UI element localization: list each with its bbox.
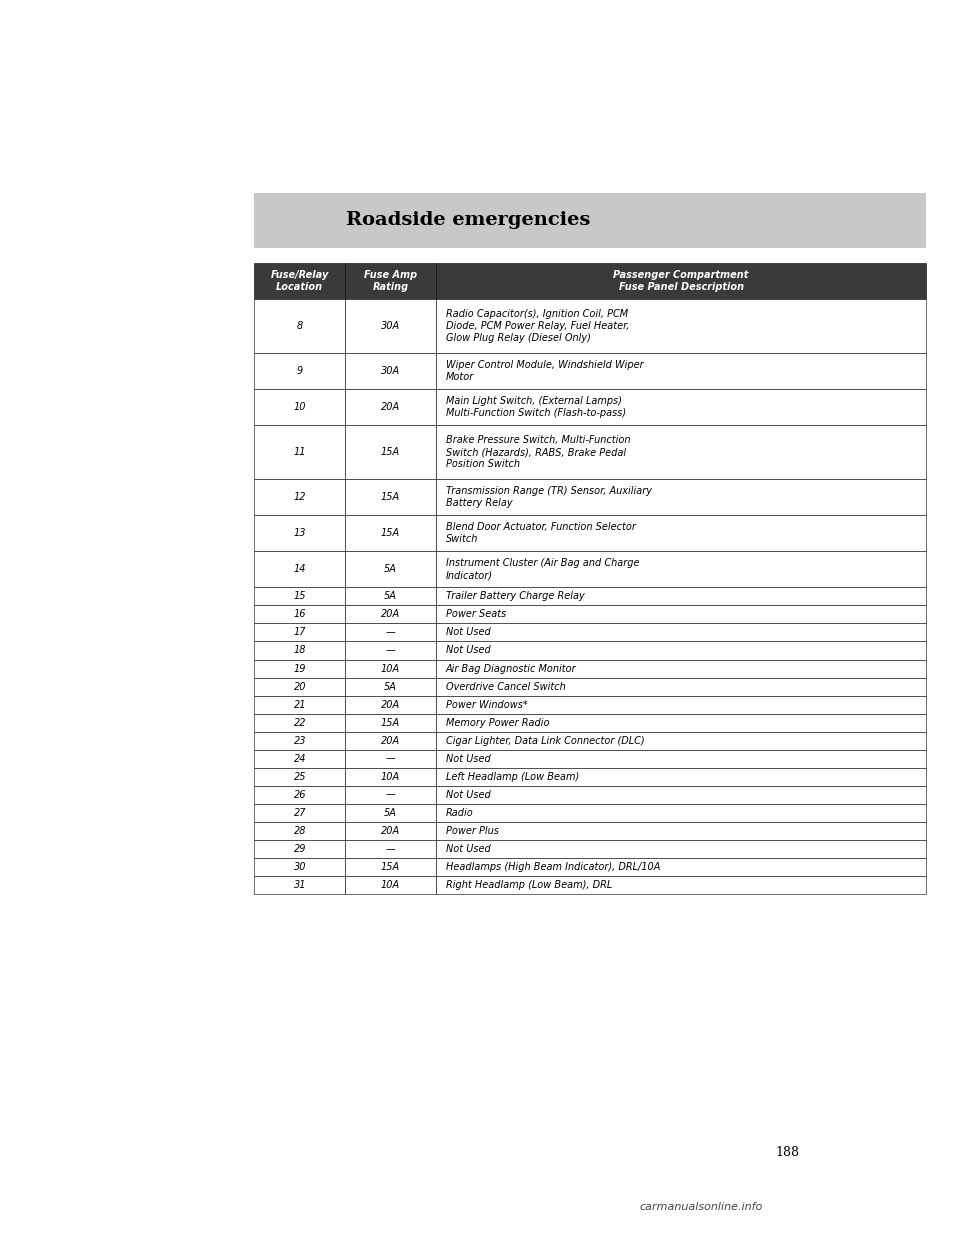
Text: 21: 21 (294, 699, 306, 709)
Text: Not Used: Not Used (446, 790, 491, 800)
Text: 19: 19 (294, 663, 306, 673)
Text: 15A: 15A (381, 447, 400, 457)
Text: Air Bag Diagnostic Monitor: Air Bag Diagnostic Monitor (446, 663, 577, 673)
Text: Passenger Compartment
Fuse Panel Description: Passenger Compartment Fuse Panel Descrip… (613, 271, 749, 292)
Text: Trailer Battery Charge Relay: Trailer Battery Charge Relay (446, 591, 585, 601)
Text: Headlamps (High Beam Indicator), DRL/10A: Headlamps (High Beam Indicator), DRL/10A (446, 862, 660, 872)
Text: —: — (386, 646, 396, 656)
Text: Instrument Cluster (Air Bag and Charge
Indicator): Instrument Cluster (Air Bag and Charge I… (446, 559, 639, 580)
Text: 10: 10 (294, 402, 306, 412)
Text: 17: 17 (294, 627, 306, 637)
Text: Power Plus: Power Plus (446, 826, 499, 836)
Text: 5A: 5A (384, 591, 396, 601)
Text: Main Light Switch, (External Lamps)
Multi-Function Switch (Flash-to-pass): Main Light Switch, (External Lamps) Mult… (446, 396, 626, 419)
Text: 20A: 20A (381, 826, 400, 836)
Text: 18: 18 (294, 646, 306, 656)
Text: 20A: 20A (381, 610, 400, 620)
Text: 27: 27 (294, 807, 306, 817)
Text: Fuse Amp
Rating: Fuse Amp Rating (364, 271, 417, 292)
Text: 5A: 5A (384, 564, 396, 575)
Text: 13: 13 (294, 528, 306, 539)
Text: 29: 29 (294, 843, 306, 853)
Text: —: — (386, 843, 396, 853)
Text: Radio: Radio (446, 807, 473, 817)
Text: 25: 25 (294, 771, 306, 781)
Text: Left Headlamp (Low Beam): Left Headlamp (Low Beam) (446, 771, 579, 781)
Text: 20A: 20A (381, 402, 400, 412)
Text: 15: 15 (294, 591, 306, 601)
Text: 20: 20 (294, 682, 306, 692)
Text: 15A: 15A (381, 492, 400, 503)
Text: 20A: 20A (381, 735, 400, 745)
Text: 8: 8 (297, 322, 303, 332)
Text: Overdrive Cancel Switch: Overdrive Cancel Switch (446, 682, 565, 692)
Text: Memory Power Radio: Memory Power Radio (446, 718, 549, 728)
Text: 15A: 15A (381, 718, 400, 728)
Text: —: — (386, 627, 396, 637)
Text: Power Seats: Power Seats (446, 610, 506, 620)
Text: Power Windows*: Power Windows* (446, 699, 528, 709)
Text: Cigar Lighter, Data Link Connector (DLC): Cigar Lighter, Data Link Connector (DLC) (446, 735, 644, 745)
Text: 11: 11 (294, 447, 306, 457)
Text: Not Used: Not Used (446, 754, 491, 764)
Text: 30: 30 (294, 862, 306, 872)
Text: Radio Capacitor(s), Ignition Coil, PCM
Diode, PCM Power Relay, Fuel Heater,
Glow: Radio Capacitor(s), Ignition Coil, PCM D… (446, 309, 630, 343)
Text: Not Used: Not Used (446, 843, 491, 853)
Text: 26: 26 (294, 790, 306, 800)
Text: Right Headlamp (Low Beam), DRL: Right Headlamp (Low Beam), DRL (446, 879, 612, 889)
Text: 22: 22 (294, 718, 306, 728)
Text: 30A: 30A (381, 366, 400, 376)
Text: 30A: 30A (381, 322, 400, 332)
Text: Brake Pressure Switch, Multi-Function
Switch (Hazards), RABS, Brake Pedal
Positi: Brake Pressure Switch, Multi-Function Sw… (446, 436, 631, 469)
Text: 16: 16 (294, 610, 306, 620)
Text: 10A: 10A (381, 879, 400, 889)
Text: Not Used: Not Used (446, 646, 491, 656)
Text: Not Used: Not Used (446, 627, 491, 637)
Text: 5A: 5A (384, 682, 396, 692)
Text: 15A: 15A (381, 528, 400, 539)
Text: Transmission Range (TR) Sensor, Auxiliary
Battery Relay: Transmission Range (TR) Sensor, Auxiliar… (446, 487, 652, 508)
Text: carmanualsonline.info: carmanualsonline.info (639, 1202, 762, 1212)
Text: Fuse/Relay
Location: Fuse/Relay Location (271, 271, 329, 292)
Text: 15A: 15A (381, 862, 400, 872)
Text: —: — (386, 790, 396, 800)
Text: 12: 12 (294, 492, 306, 503)
Text: 10A: 10A (381, 663, 400, 673)
Text: 28: 28 (294, 826, 306, 836)
Text: 24: 24 (294, 754, 306, 764)
Text: 20A: 20A (381, 699, 400, 709)
Text: 23: 23 (294, 735, 306, 745)
Text: Wiper Control Module, Windshield Wiper
Motor: Wiper Control Module, Windshield Wiper M… (446, 360, 643, 383)
Text: 9: 9 (297, 366, 303, 376)
Text: Blend Door Actuator, Function Selector
Switch: Blend Door Actuator, Function Selector S… (446, 523, 636, 544)
Text: 31: 31 (294, 879, 306, 889)
Text: 14: 14 (294, 564, 306, 575)
Text: 5A: 5A (384, 807, 396, 817)
Text: 188: 188 (775, 1146, 799, 1159)
Text: 10A: 10A (381, 771, 400, 781)
Text: —: — (386, 754, 396, 764)
Text: Roadside emergencies: Roadside emergencies (346, 211, 590, 230)
